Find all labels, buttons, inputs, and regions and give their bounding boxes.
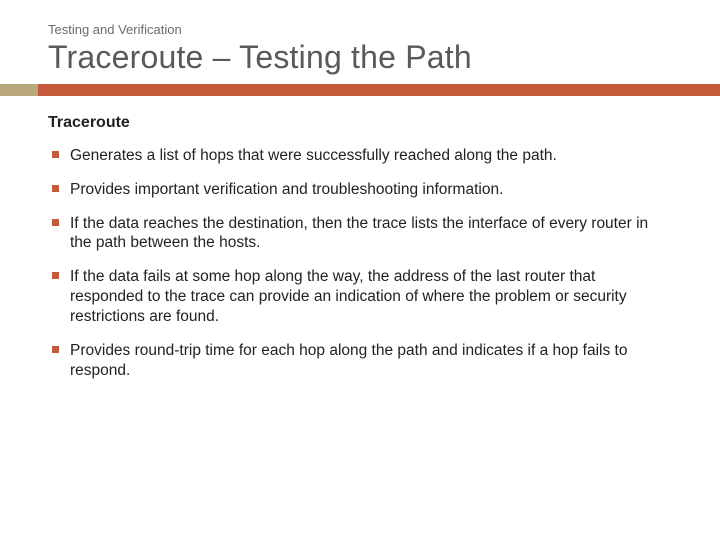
bullet-list: Generates a list of hops that were succe… [48,146,672,380]
bullet-marker-icon [52,272,59,279]
list-item-text: Generates a list of hops that were succe… [70,147,557,164]
list-item: Generates a list of hops that were succe… [48,146,672,166]
list-item-text: Provides round-trip time for each hop al… [70,342,627,379]
overline-text: Testing and Verification [48,22,672,37]
list-item-text: If the data reaches the destination, the… [70,215,648,252]
subheading: Traceroute [48,114,672,132]
bullet-marker-icon [52,185,59,192]
title-rule [48,84,672,96]
page-title: Traceroute – Testing the Path [48,39,672,76]
title-rule-accent [0,84,38,96]
title-rule-bar [0,84,720,96]
bullet-marker-icon [52,346,59,353]
bullet-marker-icon [52,151,59,158]
slide: Testing and Verification Traceroute – Te… [0,0,720,540]
list-item-text: If the data fails at some hop along the … [70,268,627,325]
list-item: Provides round-trip time for each hop al… [48,341,672,381]
list-item: If the data reaches the destination, the… [48,214,672,254]
list-item: If the data fails at some hop along the … [48,267,672,326]
list-item: Provides important verification and trou… [48,180,672,200]
list-item-text: Provides important verification and trou… [70,181,503,198]
bullet-marker-icon [52,219,59,226]
